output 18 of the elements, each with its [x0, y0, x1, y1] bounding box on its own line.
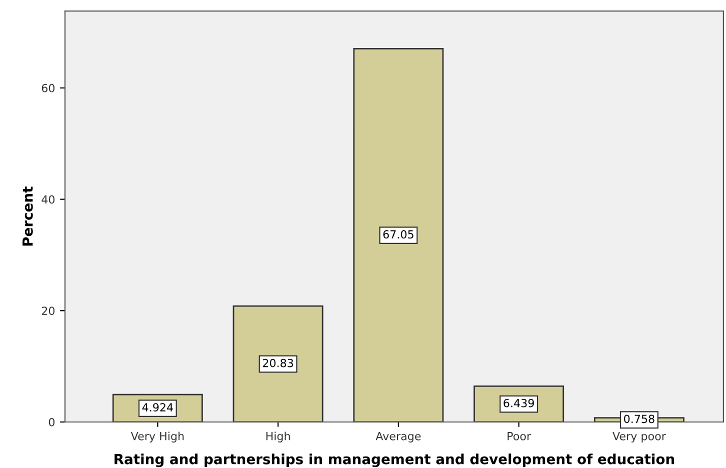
- bar: [232, 305, 324, 422]
- y-tick-label: 40: [42, 195, 55, 204]
- y-tick-label: 0: [48, 418, 55, 426]
- data-label: 4.924: [142, 403, 173, 412]
- bar: [353, 48, 444, 422]
- x-tick-label: High: [266, 432, 290, 442]
- x-axis-title: Rating and partnerships in management and development of education: [114, 454, 674, 468]
- x-tick-label: Very High: [130, 432, 184, 442]
- data-label: 0.758: [624, 414, 654, 424]
- data-label: 67.05: [383, 230, 414, 239]
- data-label: 20.83: [262, 358, 294, 368]
- x-tick-label: Very poor: [612, 432, 666, 442]
- y-axis-title: Percent: [22, 186, 33, 246]
- y-tick-label: 60: [42, 84, 55, 92]
- x-tick-label: Average: [376, 432, 421, 442]
- y-tick-label: 20: [42, 306, 55, 316]
- data-label: 6.439: [504, 398, 534, 408]
- x-tick-label: Poor: [508, 432, 532, 440]
